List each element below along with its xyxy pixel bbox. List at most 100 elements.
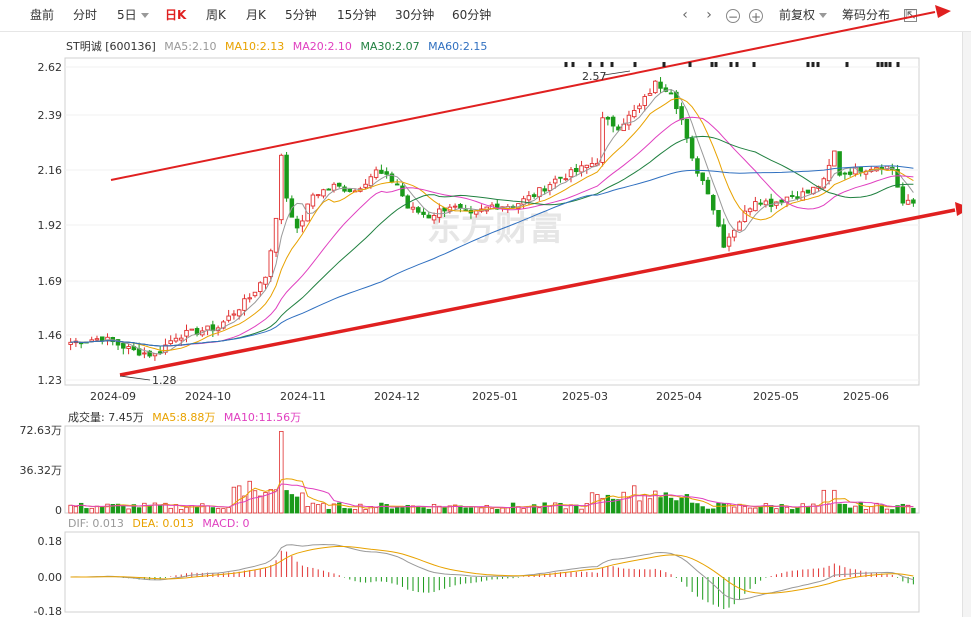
- volume-bar: [352, 509, 358, 514]
- candle-body: [895, 169, 900, 188]
- volume-bar: [68, 504, 73, 514]
- candle-body: [400, 185, 405, 197]
- volume-bar: [289, 494, 295, 514]
- candle-body: [695, 158, 700, 174]
- chip-distribution-button[interactable]: 筹码分布: [842, 8, 891, 22]
- tab-9[interactable]: 30分钟: [395, 7, 434, 23]
- candle-body: [716, 209, 721, 227]
- tab-7[interactable]: 5分钟: [285, 7, 317, 23]
- tab-8[interactable]: 15分钟: [337, 7, 376, 23]
- x-tick-label: 2024-10: [185, 390, 231, 403]
- candle-body: [310, 194, 316, 207]
- candle-body: [679, 106, 684, 121]
- candle-body: [584, 164, 590, 169]
- dif-line: [70, 543, 914, 601]
- chevron-right-icon[interactable]: ›: [706, 7, 712, 23]
- candle-body: [726, 236, 732, 247]
- tab-3[interactable]: 5日: [117, 7, 149, 23]
- tab-label: 盘前: [30, 8, 55, 22]
- adjust-label: 前复权: [779, 8, 816, 22]
- volume-bar: [758, 506, 763, 514]
- volume-bar: [331, 503, 337, 514]
- upper-trend-line: [110, 11, 936, 181]
- candle-body: [368, 176, 374, 187]
- chevron-left-icon[interactable]: ‹: [682, 7, 688, 23]
- tab-6[interactable]: 月K: [246, 7, 266, 23]
- candle-body: [121, 342, 126, 349]
- zoom-in-icon[interactable]: +: [749, 9, 763, 24]
- ma10-line: [70, 97, 914, 352]
- event-mark: [876, 62, 880, 67]
- volume-bar: [890, 509, 895, 514]
- vol-ma5-line: [70, 478, 914, 509]
- candle-body: [658, 81, 663, 89]
- tab-label: 月K: [246, 8, 266, 22]
- candle-body: [563, 178, 568, 181]
- zoom-out-icon[interactable]: −: [726, 9, 740, 24]
- volume-bar: [816, 505, 821, 514]
- volume-bar: [421, 507, 426, 514]
- candle-body: [305, 203, 310, 222]
- volume-bar: [363, 509, 368, 514]
- volume-bar: [358, 503, 363, 514]
- volume-bar: [273, 489, 279, 514]
- adjust-dropdown[interactable]: 前复权: [779, 7, 828, 23]
- volume-bar: [647, 498, 653, 514]
- side-panel-edge: [962, 32, 971, 617]
- volume-legend: 成交量: 7.45万 MA5:8.88万 MA10:11.56万: [68, 411, 306, 425]
- volume-bar: [78, 502, 84, 514]
- candle-body: [416, 207, 421, 213]
- tab-5[interactable]: 周K: [206, 7, 226, 23]
- volume-bar: [732, 506, 737, 514]
- candle-body: [832, 150, 837, 167]
- candle-body: [394, 183, 400, 186]
- tab-10[interactable]: 60分钟: [452, 7, 491, 23]
- upper-arrow-head: [935, 5, 951, 18]
- volume-bar: [705, 508, 711, 514]
- candle-body: [647, 93, 653, 96]
- volume-bar: [110, 504, 115, 514]
- candle-body: [637, 105, 642, 110]
- event-mark: [729, 62, 733, 67]
- volume-bar: [563, 508, 568, 514]
- volume-bar: [284, 490, 289, 514]
- volume-bar: [294, 496, 300, 514]
- candle-body: [768, 198, 774, 207]
- volume-bar: [663, 492, 669, 514]
- candle-body: [315, 194, 321, 197]
- volume-bar: [584, 503, 590, 514]
- volume-bar: [215, 508, 221, 514]
- volume-bar: [547, 505, 553, 514]
- candle-body: [763, 200, 769, 206]
- volume-bar: [900, 503, 906, 514]
- x-tick-label: 2025-03: [562, 390, 608, 403]
- volume-bar: [711, 508, 716, 514]
- candle-body: [805, 189, 811, 194]
- volume-bar: [668, 497, 674, 514]
- candle-body: [326, 188, 331, 191]
- candle-body: [284, 154, 289, 199]
- candle-body: [321, 189, 326, 197]
- candle-body: [626, 114, 632, 126]
- candle-body: [337, 182, 342, 187]
- volume-bar: [389, 508, 395, 514]
- volume-bar: [263, 492, 268, 514]
- candle-body: [700, 172, 705, 182]
- candle-body: [363, 183, 368, 188]
- volume-bar: [600, 497, 605, 514]
- tab-2[interactable]: 分时: [73, 7, 97, 23]
- candle-body: [115, 339, 121, 346]
- candle-body: [189, 328, 195, 331]
- price-tick-label: 2.39: [38, 109, 63, 122]
- candle-body: [758, 202, 763, 205]
- event-mark: [752, 62, 756, 67]
- candle-body: [900, 186, 906, 204]
- low-pointer: [119, 375, 151, 381]
- volume-bar: [716, 502, 721, 514]
- tab-1[interactable]: 盘前: [30, 7, 54, 23]
- volume-bar: [542, 502, 547, 514]
- tab-4[interactable]: 日K: [165, 7, 186, 23]
- volume-bar: [747, 507, 753, 514]
- volume-bar: [679, 497, 684, 514]
